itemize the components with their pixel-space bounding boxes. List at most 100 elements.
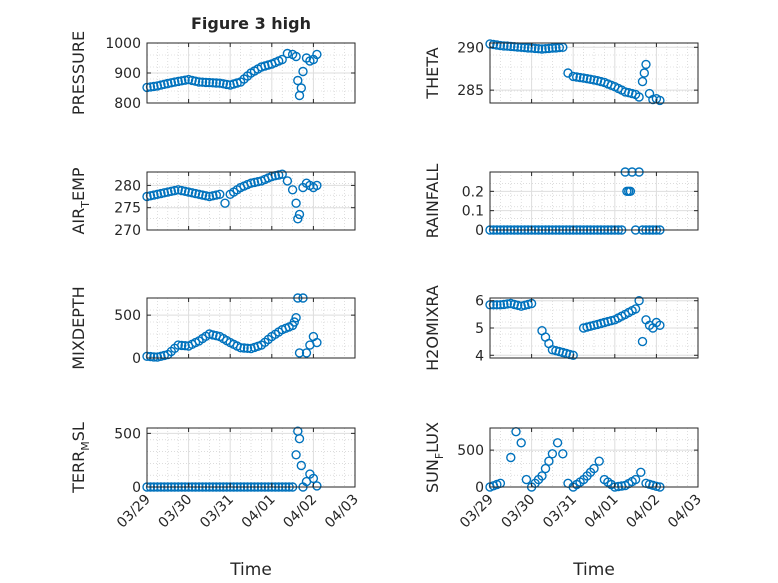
y-tick-label: 0.1 (462, 204, 484, 220)
data-point (169, 77, 180, 87)
data-point (176, 76, 187, 86)
data-point (639, 68, 649, 78)
data-point (274, 327, 284, 337)
data-point (558, 449, 568, 459)
data-point (296, 460, 306, 471)
subplot-3: 280 275 270 AIRTEMP (69, 167, 356, 239)
data-point (242, 71, 253, 81)
y-tick-label: 6 (475, 294, 484, 310)
data-point (239, 343, 249, 353)
data-point (520, 42, 530, 53)
data-point (293, 214, 303, 224)
data-point (163, 78, 173, 89)
data-point (298, 66, 308, 77)
data-point (294, 348, 305, 358)
data-point (537, 44, 547, 54)
data-point (502, 41, 512, 51)
subplot-7: 500 003/29 03/30 03/31 04/01 04/02 04/03 TERRMS… (69, 422, 362, 531)
x-axis-label-left: Time (229, 560, 272, 580)
data-point (547, 449, 558, 459)
data-point (176, 185, 187, 196)
data-point (492, 300, 502, 310)
data-point (194, 77, 204, 87)
x-tick-label: 03/30 (156, 492, 196, 532)
data-point (218, 79, 229, 89)
x-tick-label: 04/02 (280, 492, 320, 532)
x-tick-label: 03/31 (540, 492, 580, 532)
y-tick-label: 0 (475, 223, 484, 239)
data-point (547, 43, 558, 53)
data-point (312, 49, 322, 60)
data-point (215, 78, 225, 88)
x-tick-label: 03/29 (457, 492, 497, 532)
data-point (540, 463, 551, 474)
data-point (575, 72, 585, 83)
data-point (655, 320, 665, 330)
x-axis-label-right: Time (572, 560, 615, 580)
data-point (282, 176, 293, 186)
data-point (585, 74, 596, 85)
data-point (544, 456, 554, 466)
y-tick-label: 4 (475, 348, 484, 364)
data-point (176, 340, 187, 351)
data-point (589, 75, 599, 85)
y-tick-label: 280 (114, 178, 141, 194)
y-tick-label: 5 (475, 321, 484, 337)
data-point (204, 191, 215, 202)
data-point (152, 189, 163, 200)
data-point (166, 78, 177, 88)
data-point (180, 341, 190, 351)
y-axis-label: TERRMSL (69, 422, 92, 494)
y-axis-label: THETA (423, 47, 442, 99)
y-tick-label: 500 (114, 426, 141, 442)
data-point (197, 77, 208, 87)
data-point (637, 76, 648, 87)
data-point (149, 81, 159, 92)
subplot-4: 0.2 0.1 0 RAINFALL (423, 164, 699, 239)
y-tick-label: 500 (114, 308, 141, 324)
subplot-6: 6 5 4 H2OMIXRA (423, 285, 699, 371)
data-point (585, 467, 596, 477)
data-point (166, 186, 177, 197)
data-point (163, 187, 173, 197)
y-axis-label: PRESSURE (69, 31, 88, 115)
data-point (201, 77, 211, 88)
data-point (173, 185, 183, 195)
data-point (495, 300, 506, 310)
data-point (208, 191, 218, 201)
data-point (516, 438, 526, 448)
data-point (634, 296, 644, 306)
data-point (617, 311, 627, 321)
data-point (149, 352, 159, 362)
data-point (274, 170, 284, 180)
data-point (312, 337, 322, 348)
data-point (221, 79, 232, 90)
data-point (544, 43, 554, 54)
y-tick-label: 290 (457, 40, 484, 56)
data-point (582, 73, 592, 84)
data-point (568, 71, 578, 82)
data-point (289, 317, 299, 327)
data-point (211, 78, 222, 88)
y-axis-label: AIRTEMP (69, 167, 92, 234)
data-point (523, 299, 533, 310)
data-point (242, 343, 253, 353)
data-point (232, 78, 242, 88)
y-tick-label: 500 (457, 443, 484, 459)
data-point (190, 76, 201, 86)
data-point (499, 41, 509, 51)
x-tick-label: 04/03 (322, 492, 362, 532)
data-point (301, 348, 312, 358)
data-point (149, 190, 159, 200)
data-point (293, 75, 303, 86)
data-point (169, 185, 180, 196)
data-point (312, 180, 322, 191)
data-point (159, 79, 170, 90)
data-point (215, 189, 225, 200)
data-point (575, 477, 585, 487)
figure-title: Figure 3 high (191, 14, 311, 33)
plot-area (490, 172, 698, 230)
data-point (253, 341, 263, 351)
data-point (523, 43, 533, 53)
